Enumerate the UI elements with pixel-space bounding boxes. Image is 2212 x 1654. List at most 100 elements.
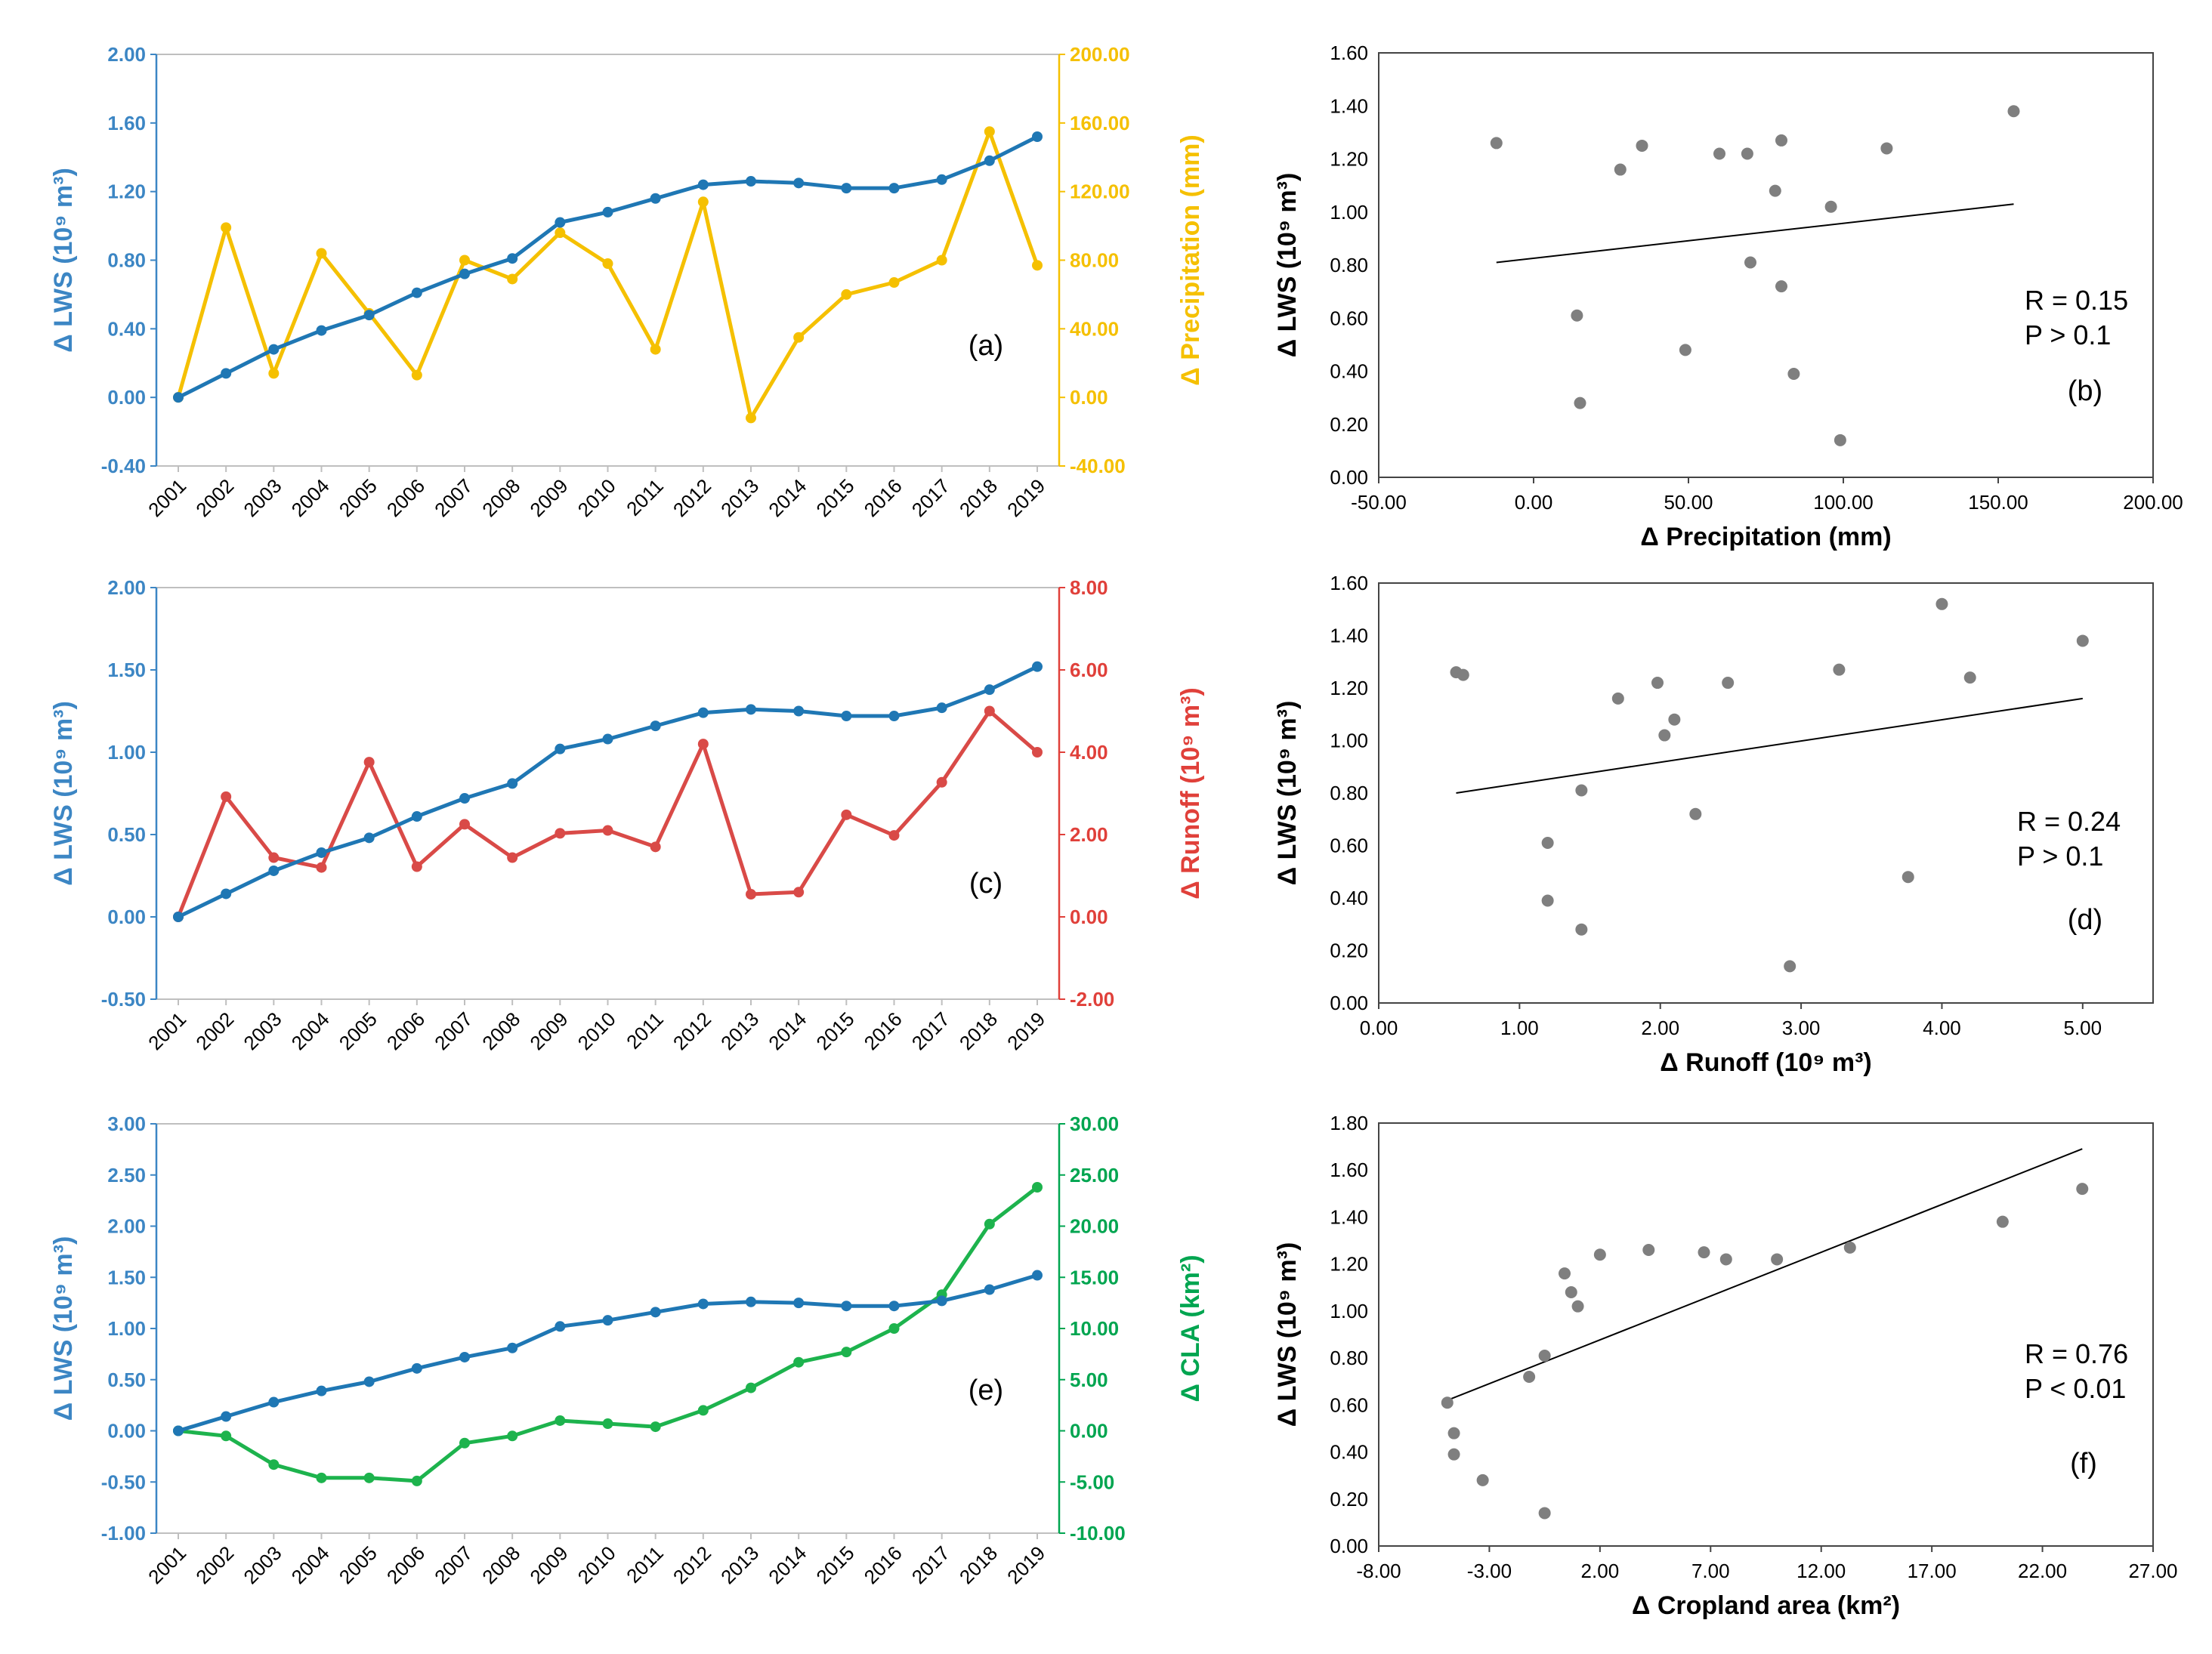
data-point-secondary <box>268 1459 280 1470</box>
data-point-lws <box>888 1301 900 1312</box>
right-axis-label: Δ Runoff (10⁹ m³) <box>1176 687 1205 899</box>
data-point-lws <box>602 1315 613 1326</box>
scatter-point <box>1843 1241 1856 1254</box>
data-point-lws <box>268 344 280 355</box>
y-tick-label: 1.00 <box>1330 1300 1368 1322</box>
x-tick-label: 2003 <box>239 1008 286 1054</box>
data-point-secondary <box>411 369 422 381</box>
panel-c: -0.50 0.00 0.50 1.00 1.50 2.00 -2.00 0.00 2.00 4.… <box>49 576 1205 1054</box>
y-tick-label: 0.40 <box>1330 1441 1368 1464</box>
x-tick-label: 2014 <box>764 1008 811 1054</box>
plot-frame <box>1378 1122 2154 1547</box>
data-point-secondary <box>507 852 518 863</box>
data-point-secondary <box>936 776 947 788</box>
x-tick-label: 2012 <box>669 474 715 521</box>
data-point-secondary <box>316 862 327 873</box>
data-point-lws <box>602 733 613 745</box>
x-tick-label: 2010 <box>573 1008 620 1054</box>
x-tick-label: 17.00 <box>1908 1560 1957 1582</box>
x-tick-label: 2010 <box>573 474 620 521</box>
data-point-secondary <box>221 222 232 233</box>
data-point-secondary <box>650 841 661 853</box>
left-tick-label: -0.50 <box>101 988 146 1011</box>
data-point-lws <box>363 1376 375 1387</box>
right-tick-label: -10.00 <box>1070 1522 1126 1544</box>
x-tick-label: 1.00 <box>1500 1017 1539 1039</box>
scatter-point <box>1719 1253 1732 1266</box>
scatter-point <box>1744 256 1756 269</box>
data-point-secondary <box>316 1472 327 1483</box>
data-point-secondary <box>697 739 709 750</box>
data-point-lws <box>602 206 613 218</box>
scatter-point <box>1833 663 1846 676</box>
trend-line <box>1456 697 2083 794</box>
data-point-lws <box>793 1298 805 1309</box>
scatter-point <box>1457 668 1469 681</box>
series-line-secondary <box>176 129 1040 420</box>
trend-line <box>1496 203 2014 264</box>
scatter-point <box>1575 784 1588 797</box>
x-tick-label: 2001 <box>144 474 190 521</box>
data-point-secondary <box>459 819 470 830</box>
stat-annotation: R = 0.15 <box>2025 285 2128 316</box>
data-point-secondary <box>555 828 566 839</box>
x-tick-label: 2002 <box>191 1008 238 1054</box>
data-point-secondary <box>602 1418 613 1430</box>
data-point-secondary <box>793 1356 805 1368</box>
left-axis-label: Δ LWS (10⁹ m³) <box>49 1236 78 1421</box>
x-tick-label: 2011 <box>622 1008 668 1054</box>
data-point-lws <box>221 1411 232 1422</box>
y-tick-label: 0.80 <box>1330 1347 1368 1369</box>
panel-b: 0.00 0.20 0.40 0.60 0.80 1.00 1.20 1.40 1.60 -50.… <box>1273 42 2183 551</box>
data-point-lws <box>746 704 756 715</box>
data-point-lws <box>411 287 422 298</box>
plot-frame <box>1378 582 2154 1004</box>
y-tick-label: 0.20 <box>1330 1488 1368 1511</box>
data-point-lws <box>793 705 805 717</box>
y-tick-label: 1.40 <box>1330 94 1368 117</box>
data-point-lws <box>221 888 232 900</box>
x-tick-label: 2015 <box>811 474 858 521</box>
y-axis-label: Δ LWS (10⁹ m³) <box>1273 1242 1302 1427</box>
right-tick-label: 5.00 <box>1070 1369 1108 1391</box>
x-tick-label: 2.00 <box>1581 1560 1620 1582</box>
y-tick-label: 0.40 <box>1330 887 1368 909</box>
panel-label: (d) <box>2068 904 2102 936</box>
y-tick-label: 1.00 <box>1330 730 1368 752</box>
y-tick-label: 0.00 <box>1330 466 1368 489</box>
x-tick-label: 50.00 <box>1664 491 1713 514</box>
data-point-lws <box>555 217 566 228</box>
right-tick-label: 0.00 <box>1070 1420 1108 1443</box>
x-tick-label: 2018 <box>955 1008 1002 1054</box>
panel-d: 0.00 0.20 0.40 0.60 0.80 1.00 1.20 1.40 1.60 0.00… <box>1273 572 2154 1077</box>
data-point-secondary <box>793 332 805 343</box>
data-point-secondary <box>363 757 375 768</box>
x-tick-label: 3.00 <box>1782 1017 1821 1039</box>
data-point-secondary <box>746 889 756 900</box>
x-tick-label: 7.00 <box>1691 1560 1730 1582</box>
data-point-lws <box>507 253 518 264</box>
data-point-lws <box>316 847 327 858</box>
data-point-lws <box>984 155 995 166</box>
left-tick-label: 2.00 <box>107 43 146 66</box>
scatter-point <box>1571 1300 1584 1313</box>
right-tick-label: 2.00 <box>1070 823 1108 846</box>
data-point-secondary <box>888 277 900 289</box>
y-tick-label: 1.20 <box>1330 677 1368 699</box>
right-tick-label: 0.00 <box>1070 906 1108 928</box>
scatter-point <box>1538 1350 1551 1362</box>
left-tick-label: 0.40 <box>107 317 146 340</box>
data-point-secondary <box>459 1437 470 1449</box>
data-point-lws <box>1032 661 1043 672</box>
right-tick-label: -2.00 <box>1070 988 1114 1011</box>
data-point-lws <box>650 721 661 732</box>
y-tick-label: 0.60 <box>1330 1393 1368 1416</box>
y-axis-label: Δ LWS (10⁹ m³) <box>1273 701 1302 886</box>
x-tick-label: 2017 <box>907 474 954 521</box>
y-tick-label: 1.00 <box>1330 201 1368 224</box>
x-tick-label: 5.00 <box>2064 1017 2102 1039</box>
x-tick-label: 0.00 <box>1360 1017 1398 1039</box>
data-point-secondary <box>841 809 852 820</box>
x-tick-label: 2003 <box>239 1541 286 1588</box>
y-tick-label: 0.80 <box>1330 254 1368 276</box>
